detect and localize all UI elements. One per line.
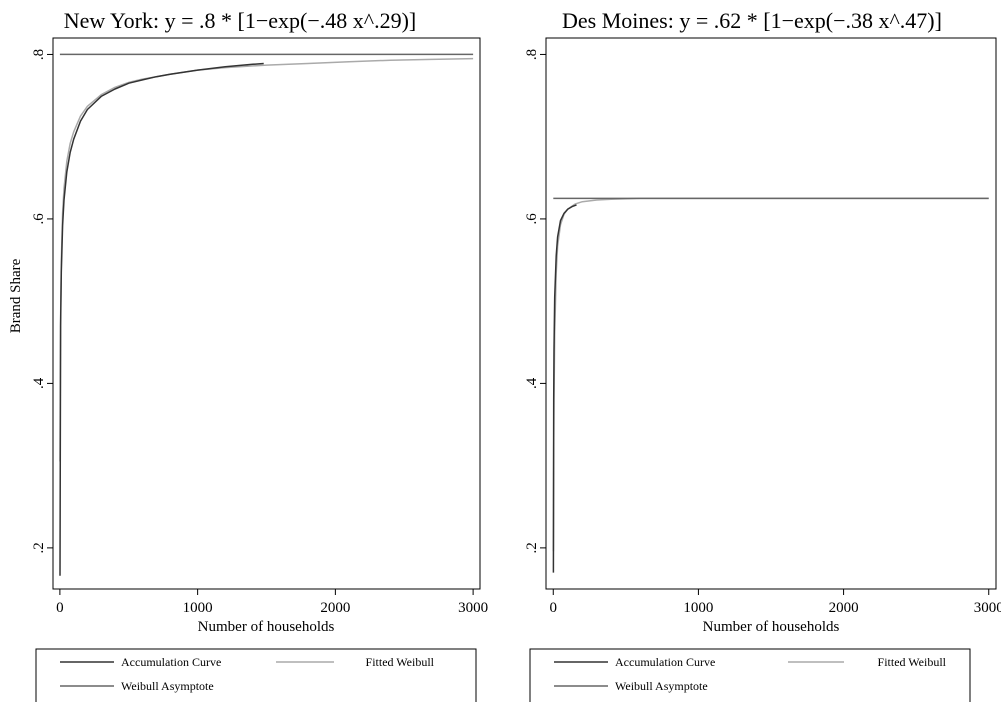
y-tick-label: .8 (31, 49, 47, 60)
x-axis-label: Number of households (703, 619, 840, 635)
x-axis: 0 1000 2000 3000 (550, 589, 1001, 616)
accumulation-curve-line (59, 62, 264, 576)
fitted-weibull-line (59, 57, 474, 462)
legend-box (529, 648, 971, 702)
new-york-panel: New York: y = .8 * [1−exp(−.48 x^.29)] B… (8, 8, 488, 702)
y-tick-label: .4 (524, 377, 540, 389)
legend-label-asymptote: Weibull Asymptote (615, 679, 708, 693)
legend-box (35, 648, 477, 702)
y-axis: .2 .4 .6 .8 (31, 49, 53, 554)
x-tick-label: 3000 (458, 600, 488, 616)
x-tick-label: 3000 (974, 600, 1001, 616)
y-tick-label: .2 (524, 542, 540, 553)
legend-label-accumulation: Accumulation Curve (121, 655, 221, 669)
fitted-weibull-line (552, 197, 989, 552)
x-axis-label: Number of households (198, 619, 335, 635)
y-tick-label: .6 (31, 213, 47, 225)
legend-label-accumulation: Accumulation Curve (615, 655, 715, 669)
x-tick-label: 1000 (683, 600, 713, 616)
series-lines (552, 197, 989, 573)
plot-frame (545, 37, 997, 590)
des-moines-panel: Des Moines: y = .62 * [1−exp(−.38 x^.47)… (524, 8, 1001, 702)
plot-frame (52, 37, 481, 590)
x-tick-label: 2000 (829, 600, 859, 616)
accumulation-curve-line (552, 204, 577, 573)
y-tick-label: .6 (524, 213, 540, 225)
x-tick-label: 1000 (183, 600, 213, 616)
x-tick-label: 0 (56, 600, 64, 616)
y-axis: .2 .4 .6 .8 (524, 49, 546, 554)
x-axis: 0 1000 2000 3000 (56, 589, 488, 616)
legend-label-asymptote: Weibull Asymptote (121, 679, 214, 693)
x-tick-label: 2000 (320, 600, 350, 616)
y-tick-label: .2 (31, 542, 47, 553)
y-tick-label: .8 (524, 49, 540, 60)
x-tick-label: 0 (550, 600, 558, 616)
chart-title: Des Moines: y = .62 * [1−exp(−.38 x^.47)… (562, 8, 942, 33)
legend: Accumulation Curve Fitted Weibull Weibul… (529, 648, 971, 702)
legend: Accumulation Curve Fitted Weibull Weibul… (35, 648, 477, 702)
legend-label-fitted: Fitted Weibull (878, 655, 947, 669)
y-tick-label: .4 (31, 377, 47, 389)
legend-label-fitted: Fitted Weibull (366, 655, 435, 669)
chart-title: New York: y = .8 * [1−exp(−.48 x^.29)] (64, 8, 416, 33)
y-axis-label: Brand Share (8, 258, 24, 333)
series-lines (59, 53, 474, 576)
